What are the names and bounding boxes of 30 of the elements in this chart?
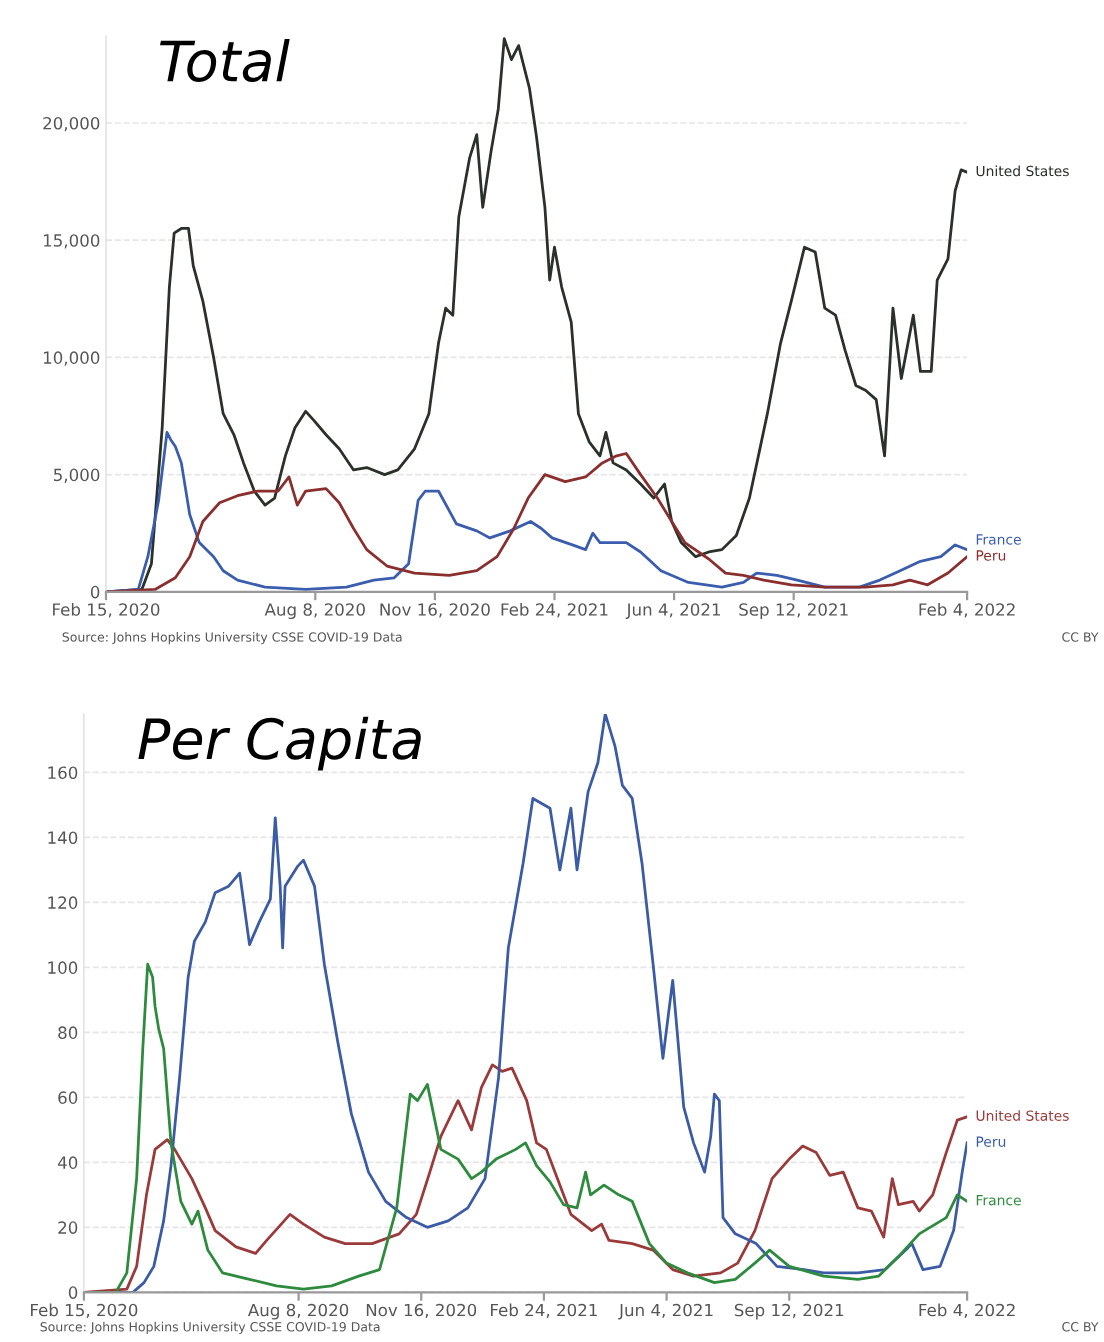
y-tick-label: 140 bbox=[48, 831, 78, 844]
y-tick-label: 100 bbox=[48, 961, 78, 974]
x-tick-label: Feb 24, 2021 bbox=[501, 602, 608, 618]
y-tick-label: 0 bbox=[68, 1286, 78, 1299]
y-tick-label: 15,000 bbox=[43, 234, 100, 249]
x-tick-label: Feb 15, 2020 bbox=[53, 602, 160, 618]
chart-title: Per Capita bbox=[138, 716, 421, 771]
y-tick-label: 160 bbox=[48, 766, 78, 779]
x-tick-label: Feb 4, 2022 bbox=[919, 602, 1015, 618]
y-tick-label: 0 bbox=[90, 585, 100, 599]
x-tick-label: Jun 4, 2021 bbox=[618, 1303, 713, 1320]
y-tick-label: 80 bbox=[58, 1026, 78, 1039]
x-tick-label: Feb 24, 2021 bbox=[491, 1303, 597, 1319]
y-tick-label: 20,000 bbox=[43, 116, 100, 132]
y-tick-label: 10,000 bbox=[43, 351, 100, 366]
x-tick-label: Feb 15, 2020 bbox=[31, 1303, 138, 1319]
y-tick-label: 120 bbox=[48, 896, 78, 909]
x-tick-label: Nov 16, 2020 bbox=[380, 603, 490, 618]
x-tick-label: Sep 12, 2021 bbox=[739, 603, 848, 620]
x-tick-label: Nov 16, 2020 bbox=[366, 1303, 477, 1319]
x-tick-label: Aug 8, 2020 bbox=[247, 1303, 349, 1320]
y-tick-label: 60 bbox=[58, 1091, 78, 1104]
y-tick-label: 5,000 bbox=[54, 468, 100, 483]
x-tick-label: Jun 4, 2021 bbox=[625, 603, 721, 619]
chart-title: Total bbox=[160, 39, 290, 83]
x-tick-label: Aug 8, 2020 bbox=[264, 603, 365, 620]
x-tick-label: Feb 4, 2022 bbox=[919, 1303, 1015, 1319]
y-tick-label: 40 bbox=[57, 1156, 78, 1169]
x-tick-label: Sep 12, 2021 bbox=[734, 1303, 844, 1320]
y-tick-label: 20 bbox=[58, 1221, 78, 1234]
